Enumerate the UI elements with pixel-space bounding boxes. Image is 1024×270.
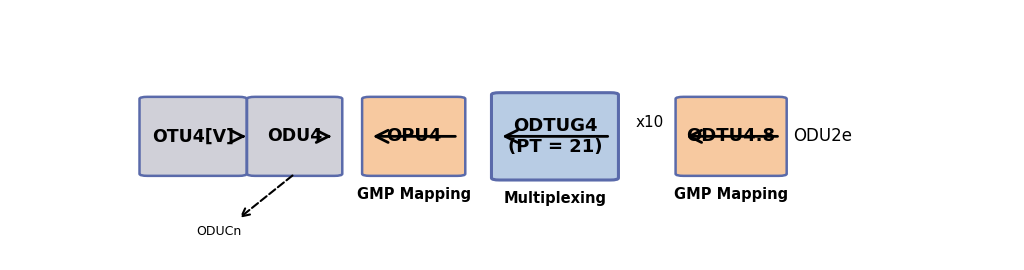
FancyBboxPatch shape (676, 97, 786, 176)
FancyBboxPatch shape (492, 93, 618, 180)
FancyBboxPatch shape (139, 97, 247, 176)
Text: GMP Mapping: GMP Mapping (674, 187, 788, 202)
Text: ODTUG4
(PT = 21): ODTUG4 (PT = 21) (508, 117, 602, 156)
Text: ODU2e: ODU2e (793, 127, 852, 145)
FancyBboxPatch shape (247, 97, 342, 176)
Text: GMP Mapping: GMP Mapping (356, 187, 471, 202)
Text: ODUCn: ODUCn (197, 225, 242, 238)
Text: x10: x10 (635, 115, 664, 130)
Text: Multiplexing: Multiplexing (504, 191, 606, 206)
FancyBboxPatch shape (362, 97, 465, 176)
Text: ODU4: ODU4 (267, 127, 323, 145)
Text: OTU4[V]: OTU4[V] (153, 127, 234, 145)
Text: ODTU4.8: ODTU4.8 (686, 127, 776, 145)
Text: OPU4: OPU4 (386, 127, 441, 145)
